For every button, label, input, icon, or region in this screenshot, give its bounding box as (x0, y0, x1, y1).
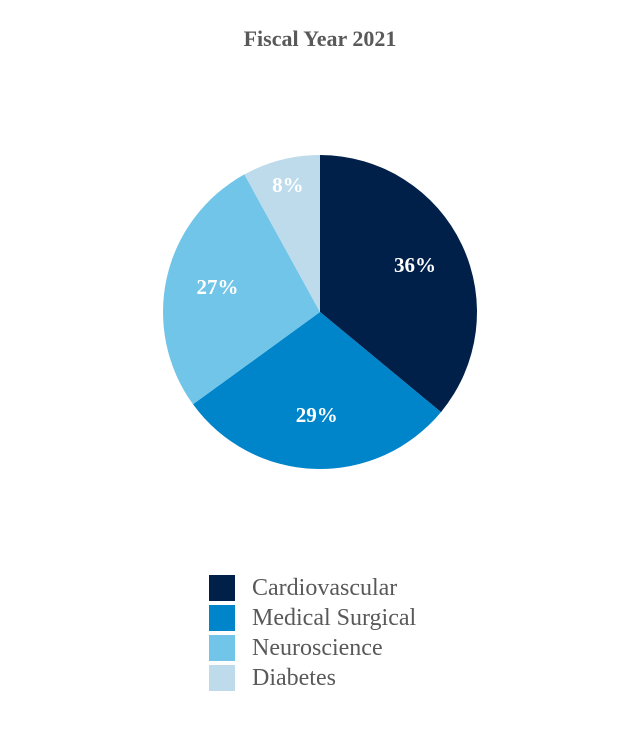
legend-item: Neuroscience (209, 633, 416, 663)
pie-slice-cardiovascular (320, 155, 477, 413)
slice-label-neuroscience: 27% (197, 275, 239, 299)
legend-swatch (209, 665, 235, 691)
legend: Cardiovascular Medical Surgical Neuroscien… (209, 573, 416, 693)
legend-swatch (209, 605, 235, 631)
pie-slice-medical-surgical (192, 312, 441, 470)
pie-slice-diabetes (244, 155, 320, 312)
slice-label-medical-surgical: 29% (296, 403, 338, 427)
legend-item: Medical Surgical (209, 603, 416, 633)
legend-label: Neuroscience (252, 635, 383, 661)
legend-label: Diabetes (252, 665, 336, 691)
pie-slice-neuroscience (162, 174, 320, 405)
slice-label-diabetes: 8% (272, 173, 304, 197)
legend-item: Cardiovascular (209, 573, 416, 603)
legend-label: Medical Surgical (252, 605, 417, 631)
legend-swatch (209, 635, 235, 661)
slice-label-cardiovascular: 36% (394, 253, 436, 277)
legend-item: Diabetes (209, 663, 416, 693)
legend-swatch (209, 575, 235, 601)
pie-chart: 36% 29% 27% 8% (162, 155, 477, 470)
legend-label: Cardiovascular (252, 575, 398, 601)
chart-title: Fiscal Year 2021 (243, 26, 397, 51)
